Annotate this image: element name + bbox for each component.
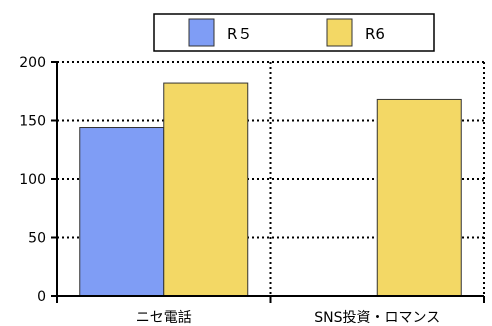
y-tick-label-150: 150 [19, 114, 46, 130]
y-tick-label-0: 0 [37, 289, 46, 305]
bar-2-1 [163, 82, 249, 297]
x-axis-labels: ニセ電話 SNS投資・ロマンス [56, 296, 485, 326]
y-tick-label-200: 200 [19, 55, 46, 71]
legend-label-1: R５ [227, 25, 252, 43]
legend-label-2: R6 [365, 25, 385, 43]
y-axis-ticks: 0 50 100 150 200 [19, 55, 57, 305]
bars [79, 82, 462, 297]
x-tick-label-1: ニセ電話 [136, 309, 192, 326]
bar-1-1 [79, 127, 165, 297]
legend-swatch-2 [326, 18, 353, 47]
legend: R５ R6 [153, 13, 435, 52]
x-tick-label-2: SNS投資・ロマンス [314, 310, 440, 326]
y-tick-label-100: 100 [19, 172, 46, 188]
bar-2-2 [376, 98, 462, 297]
legend-swatch-1 [188, 18, 215, 47]
y-tick-label-50: 50 [28, 231, 46, 247]
